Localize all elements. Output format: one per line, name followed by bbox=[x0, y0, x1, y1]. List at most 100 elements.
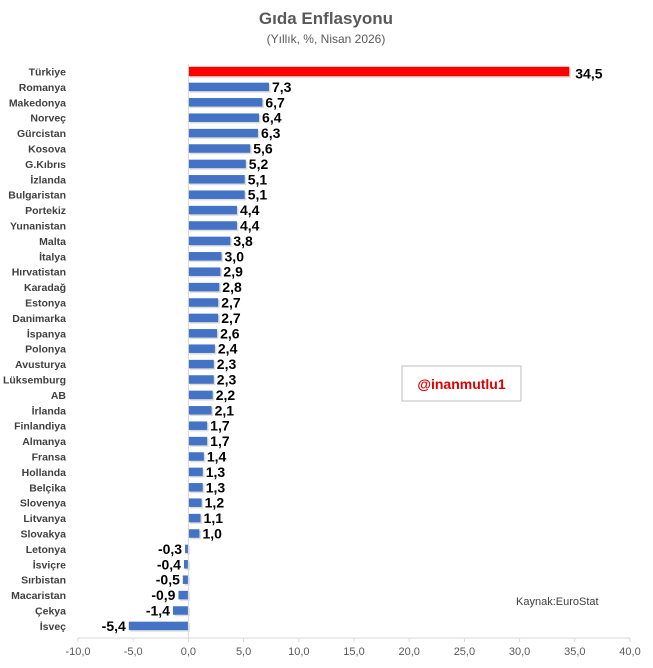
value-label: 2,4 bbox=[218, 341, 238, 357]
category-label: Letonya bbox=[26, 544, 66, 556]
value-label: 2,3 bbox=[217, 356, 237, 372]
bar-36 bbox=[128, 621, 189, 631]
value-label: 1,1 bbox=[204, 510, 224, 526]
value-label: 4,4 bbox=[240, 202, 260, 218]
category-label: Finlandiya bbox=[14, 421, 66, 433]
bar-21 bbox=[188, 390, 213, 400]
bar-3 bbox=[188, 113, 260, 122]
chart-title: Gıda Enflasyonu bbox=[259, 9, 393, 28]
value-label: 5,6 bbox=[253, 141, 273, 157]
value-label: 2,7 bbox=[221, 310, 241, 326]
bar-22 bbox=[188, 406, 212, 415]
bar-13 bbox=[188, 267, 221, 276]
category-label: Portekiz bbox=[25, 205, 66, 217]
category-label: Çekya bbox=[35, 606, 66, 618]
value-label: 5,2 bbox=[249, 156, 269, 172]
bar-11 bbox=[188, 236, 231, 246]
x-tick-label: 20,0 bbox=[398, 646, 419, 658]
category-label: Yunanistan bbox=[10, 221, 66, 233]
bar-7 bbox=[188, 175, 245, 184]
value-label: -0,4 bbox=[157, 556, 181, 572]
value-label: 7,3 bbox=[272, 79, 292, 95]
category-label: Bulgaristan bbox=[8, 190, 66, 202]
x-tick-label: 0,0 bbox=[181, 646, 196, 658]
category-label: Makedonya bbox=[9, 97, 66, 109]
category-label: Slovenya bbox=[20, 498, 66, 510]
bar-12 bbox=[188, 252, 222, 261]
bar-5 bbox=[188, 144, 251, 153]
category-label: Türkiye bbox=[29, 67, 67, 79]
category-label: İsviçre bbox=[33, 558, 66, 571]
x-tick-label: 40,0 bbox=[619, 646, 640, 658]
x-tick-label: 15,0 bbox=[343, 646, 364, 658]
value-label: 2,6 bbox=[220, 325, 240, 341]
handle-text: @inanmutlu1 bbox=[417, 376, 506, 392]
x-tick-label: 5,0 bbox=[236, 646, 251, 658]
value-label: 1,7 bbox=[210, 433, 230, 449]
bar-30 bbox=[188, 529, 200, 538]
bar-23 bbox=[188, 421, 208, 430]
category-label: Belçika bbox=[29, 482, 66, 494]
bar-15 bbox=[188, 298, 219, 307]
bar-33 bbox=[182, 575, 189, 584]
category-label: İtalya bbox=[39, 250, 66, 263]
x-tick-label: 10,0 bbox=[288, 646, 309, 658]
category-label: Kosova bbox=[28, 144, 66, 156]
bar-24 bbox=[188, 436, 208, 446]
bar-17 bbox=[188, 329, 218, 338]
bar-34 bbox=[178, 590, 189, 600]
value-label: 5,1 bbox=[248, 171, 268, 187]
category-label: Lüksemburg bbox=[3, 375, 66, 387]
value-label: 6,3 bbox=[261, 125, 281, 141]
x-tick-label: -10,0 bbox=[65, 646, 90, 658]
category-label: Avusturya bbox=[15, 359, 66, 371]
bar-29 bbox=[188, 513, 201, 523]
category-label: Fransa bbox=[32, 452, 67, 464]
chart-subtitle: (Yıllık, %, Nisan 2026) bbox=[267, 32, 386, 46]
category-label: İspanya bbox=[27, 327, 66, 340]
bar-18 bbox=[188, 344, 215, 353]
category-label: Macaristan bbox=[11, 590, 66, 602]
category-label: Gürcistan bbox=[17, 128, 66, 140]
category-label: AB bbox=[51, 390, 67, 402]
value-label: 6,7 bbox=[265, 94, 285, 110]
value-label: 1,2 bbox=[205, 495, 225, 511]
x-tick-label: 35,0 bbox=[564, 646, 585, 658]
category-label: Almanya bbox=[22, 436, 66, 448]
source-note: Kaynak:EuroStat bbox=[516, 596, 599, 608]
category-label: Slovakya bbox=[20, 529, 66, 541]
x-tick-label: 30,0 bbox=[509, 646, 530, 658]
value-label: 1,4 bbox=[207, 449, 227, 465]
bar-20 bbox=[188, 375, 214, 384]
bar-35 bbox=[172, 606, 189, 615]
value-label: -0,9 bbox=[151, 587, 175, 603]
bar-6 bbox=[188, 159, 246, 169]
x-axis: -10,0 -5,0 0,0 5,0 10,0 15,0 20,0 25,0 30,0 35,0 4… bbox=[65, 64, 641, 658]
value-label: 4,4 bbox=[240, 218, 260, 234]
bar-1 bbox=[188, 82, 269, 92]
category-label: Norveç bbox=[30, 113, 66, 125]
value-label: 3,8 bbox=[233, 233, 253, 249]
category-label: Polonya bbox=[25, 344, 66, 356]
category-label: Malta bbox=[39, 236, 66, 248]
value-label: 34,5 bbox=[575, 66, 602, 82]
category-label: Hollanda bbox=[22, 467, 66, 479]
handle-box: @inanmutlu1 bbox=[401, 365, 522, 402]
value-label: 5,1 bbox=[248, 187, 268, 203]
x-tick-label: 25,0 bbox=[454, 646, 475, 658]
value-label: 2,2 bbox=[216, 387, 236, 403]
bar-8 bbox=[188, 190, 245, 199]
value-label: 1,3 bbox=[206, 479, 226, 495]
category-label: Karadağ bbox=[24, 282, 66, 294]
value-label: -1,4 bbox=[146, 603, 170, 619]
bar-14 bbox=[188, 282, 220, 292]
category-label: Danimarka bbox=[12, 313, 66, 325]
category-label: Sırbistan bbox=[21, 575, 66, 587]
category-label: Estonya bbox=[25, 298, 66, 310]
value-label: 2,1 bbox=[215, 402, 235, 418]
value-label: 1,7 bbox=[210, 418, 230, 434]
value-label: -0,3 bbox=[158, 541, 182, 557]
value-label: 2,7 bbox=[221, 295, 241, 311]
bar-28 bbox=[188, 498, 202, 507]
